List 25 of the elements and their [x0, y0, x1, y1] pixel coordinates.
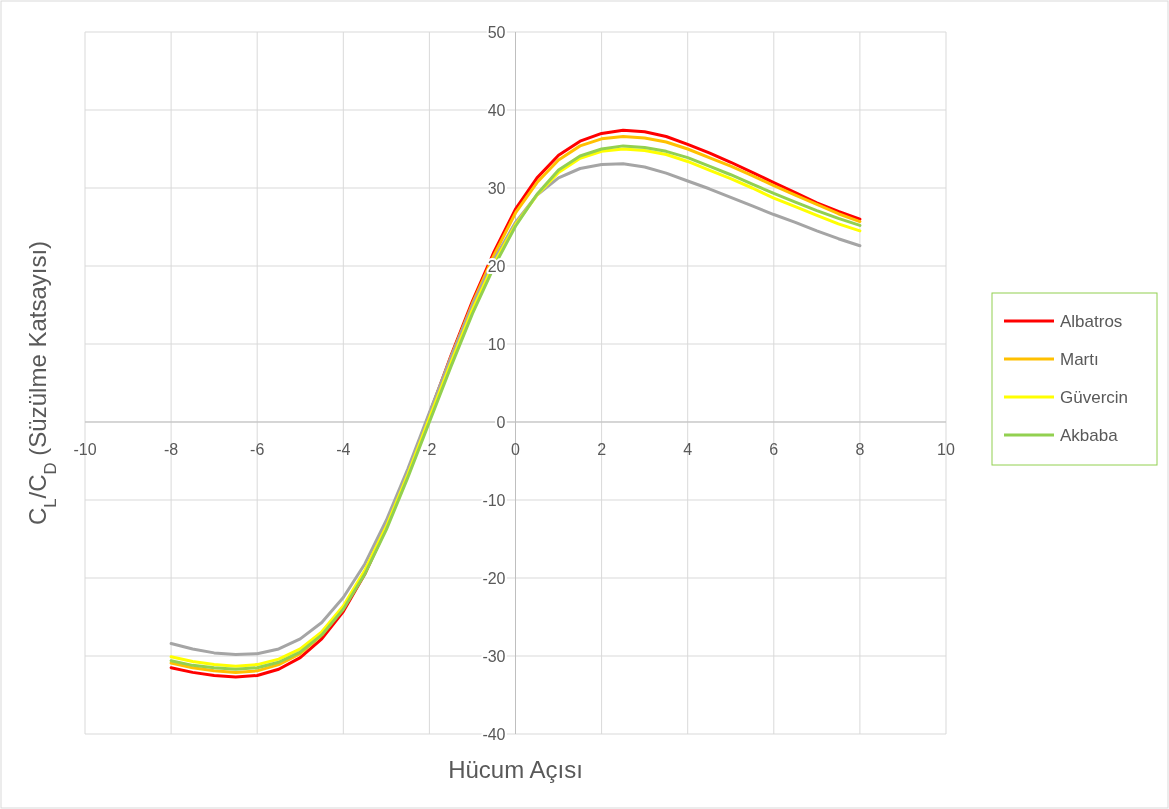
- y-tick-label: 40: [487, 102, 506, 119]
- x-axis-title: Hücum Açısı: [448, 756, 583, 783]
- x-tick-label: 2: [597, 441, 607, 458]
- y-tick-label: -30: [482, 648, 506, 665]
- y-tick-label: -20: [482, 570, 506, 587]
- legend-label: Akbaba: [1060, 426, 1119, 445]
- legend-label: Martı: [1060, 350, 1099, 369]
- y-tick-label: -10: [482, 492, 506, 509]
- legend-label: Güvercin: [1060, 388, 1129, 407]
- x-tick-label: -10: [73, 441, 97, 458]
- x-tick-label: -6: [250, 441, 265, 458]
- x-tick-label: 10: [937, 441, 955, 458]
- x-tick-label: -8: [163, 441, 179, 458]
- y-tick-label: 50: [487, 24, 506, 41]
- x-tick-label: 6: [769, 441, 779, 458]
- y-tick-label: 0: [496, 414, 506, 431]
- x-tick-label: 8: [855, 441, 865, 458]
- legend-label: Albatros: [1060, 312, 1123, 331]
- y-tick-label: 30: [487, 180, 506, 197]
- x-tick-label: -4: [336, 441, 351, 458]
- x-tick-label: 4: [683, 441, 693, 458]
- x-tick-label: -2: [422, 441, 437, 458]
- y-tick-label: -40: [482, 726, 506, 743]
- y-tick-label: 10: [487, 336, 506, 353]
- x-tick-label: 0: [511, 441, 521, 458]
